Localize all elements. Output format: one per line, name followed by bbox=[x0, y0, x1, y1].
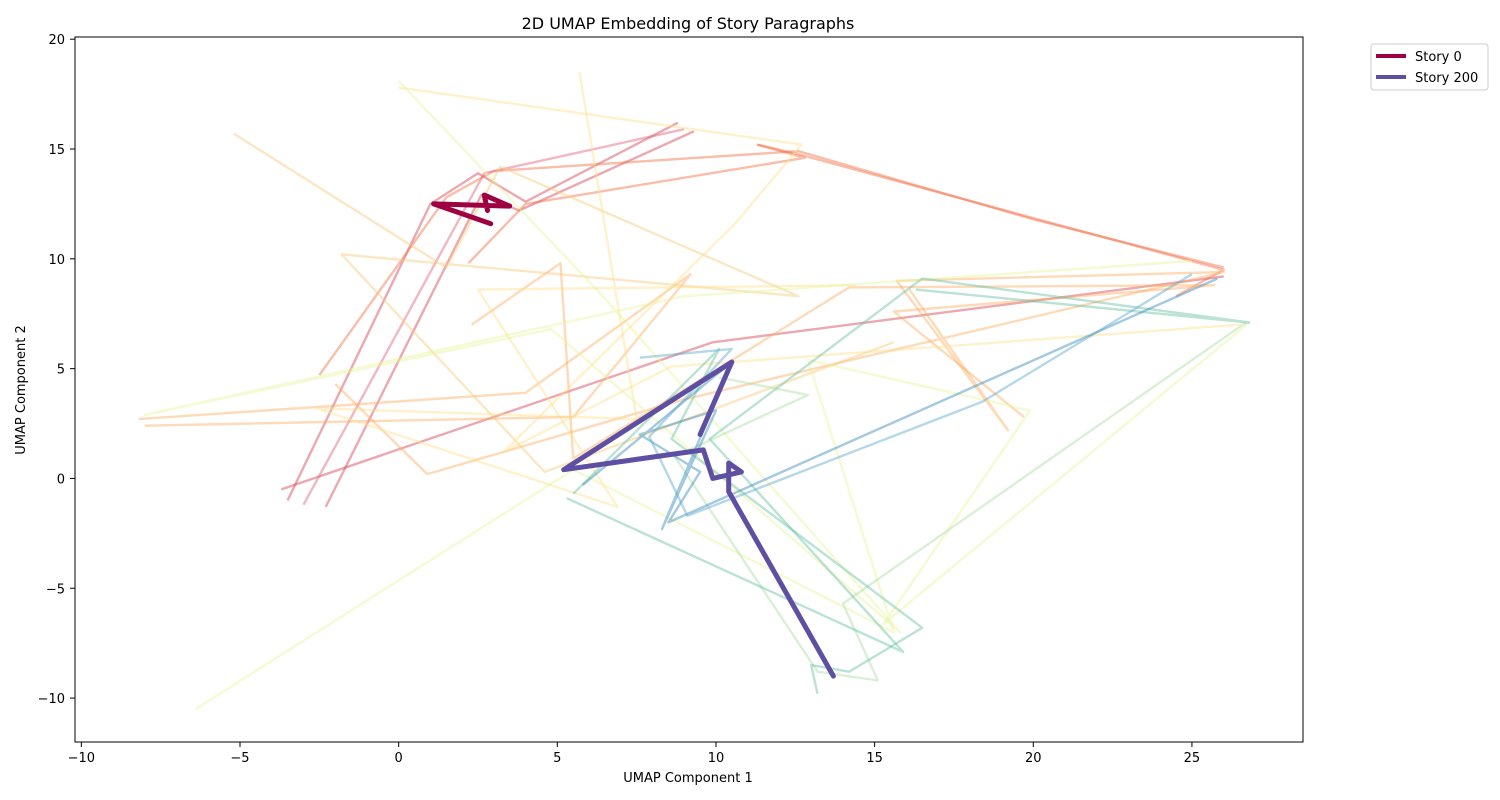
x-tick-label: 10 bbox=[708, 751, 725, 766]
x-tick-label: 0 bbox=[395, 751, 403, 766]
x-tick-label: 5 bbox=[553, 751, 561, 766]
x-tick-label: −5 bbox=[230, 751, 249, 766]
background-story-line bbox=[572, 347, 924, 694]
y-tick-label: 5 bbox=[57, 363, 65, 378]
x-tick-label: 20 bbox=[1025, 751, 1042, 766]
y-tick-label: 0 bbox=[57, 472, 65, 487]
y-axis-label: UMAP Component 2 bbox=[14, 325, 29, 454]
x-tick-label: 15 bbox=[866, 751, 883, 766]
background-story-line bbox=[756, 143, 1225, 298]
background-story-line bbox=[334, 270, 1225, 476]
y-tick-label: 15 bbox=[48, 143, 65, 158]
background-story-line bbox=[286, 121, 679, 501]
plot-frame bbox=[74, 36, 1304, 743]
background-story-line bbox=[318, 149, 1224, 376]
x-tick-label: −10 bbox=[68, 751, 95, 766]
y-tick-label: 20 bbox=[48, 33, 65, 48]
legend-label-story-0: Story 0 bbox=[1415, 50, 1462, 65]
y-axis: −10 −5 0 5 10 15 20 bbox=[38, 33, 75, 707]
legend-label-story-200: Story 200 bbox=[1415, 71, 1478, 86]
x-axis: −10 −5 0 5 10 15 20 25 bbox=[68, 742, 1201, 766]
background-story-line bbox=[143, 80, 1192, 634]
background-story-line bbox=[470, 262, 1216, 460]
x-tick-label: 25 bbox=[1184, 751, 1201, 766]
background-story-line bbox=[467, 143, 806, 265]
y-tick-label: −5 bbox=[46, 582, 65, 597]
chart-title: 2D UMAP Embedding of Story Paragraphs bbox=[522, 14, 855, 33]
background-story-line bbox=[315, 71, 856, 509]
y-tick-label: −10 bbox=[38, 692, 65, 707]
background-story-line bbox=[280, 275, 1224, 491]
highlighted-series-group bbox=[431, 192, 836, 679]
legend: Story 0 Story 200 bbox=[1370, 43, 1489, 91]
background-story-line bbox=[233, 132, 895, 474]
background-story-line bbox=[398, 86, 1240, 454]
highlighted-story-line-0 bbox=[431, 192, 513, 227]
background-story-line bbox=[639, 273, 1193, 517]
highlighted-story-line-1 bbox=[561, 359, 836, 679]
background-series-group bbox=[138, 71, 1251, 711]
y-tick-label: 10 bbox=[48, 253, 65, 268]
x-axis-label: UMAP Component 1 bbox=[623, 771, 752, 786]
background-story-line bbox=[138, 273, 692, 427]
background-story-line bbox=[302, 128, 685, 506]
background-story-line bbox=[566, 277, 1251, 654]
background-story-line bbox=[673, 321, 1247, 682]
